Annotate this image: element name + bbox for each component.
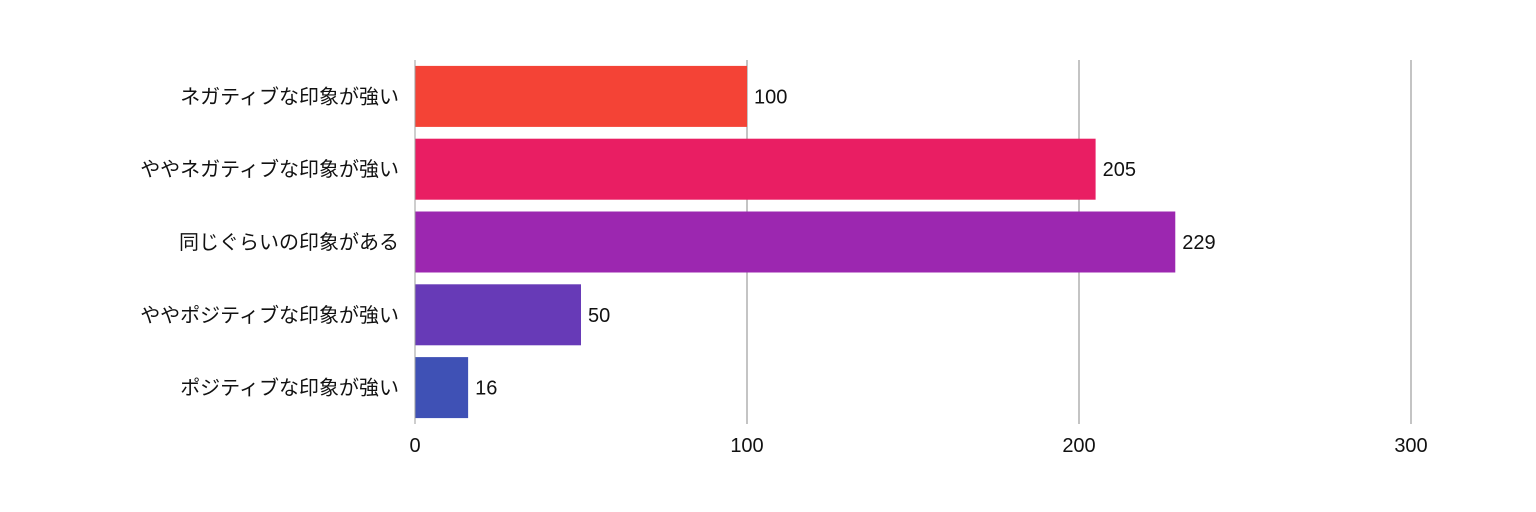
bar-4: [415, 284, 581, 346]
x-tick-label-100: 100: [730, 435, 763, 457]
category-label-4: ややポジティブな印象が強い: [140, 303, 399, 327]
x-tick-label-200: 200: [1062, 435, 1095, 457]
x-tick-label-300: 300: [1394, 435, 1427, 457]
value-label-5: 16: [475, 378, 497, 400]
bar-1: [415, 65, 747, 127]
category-label-5: ポジティブな印象が強い: [180, 376, 399, 400]
value-labels: 100 205 229 50 16: [475, 86, 1216, 399]
category-label-2: ややネガティブな印象が強い: [140, 157, 399, 181]
value-label-1: 100: [754, 86, 787, 108]
value-label-2: 205: [1103, 159, 1136, 181]
category-labels: ネガティブな印象が強いややネガティブな印象が強い同じぐらいの印象があるややポジテ…: [140, 84, 399, 399]
bar-5: [415, 357, 469, 419]
x-tick-label-0: 0: [409, 435, 420, 457]
value-label-3: 229: [1182, 232, 1215, 254]
x-tick-labels: 0 100 200 300: [409, 435, 1427, 457]
bars: [415, 65, 1176, 419]
category-label-3: 同じぐらいの印象がある: [179, 230, 399, 254]
bar-3: [415, 211, 1176, 273]
value-label-4: 50: [588, 305, 610, 327]
category-label-1: ネガティブな印象が強い: [180, 84, 399, 108]
bar-2: [415, 138, 1096, 200]
